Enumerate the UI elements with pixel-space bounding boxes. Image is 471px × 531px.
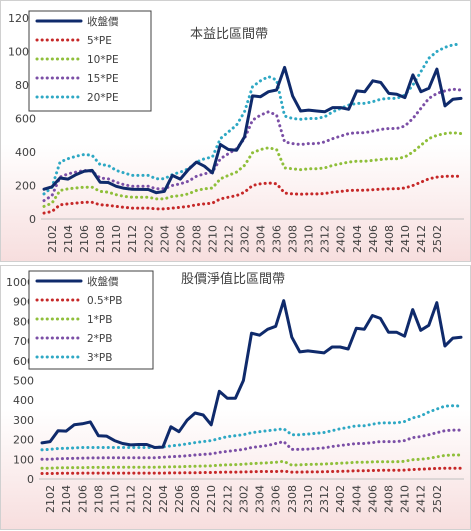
- pb-legend-label: 收盤價: [87, 275, 119, 288]
- pe-x-tick-label: 2102: [46, 225, 59, 253]
- pe-x-tick-label: 2106: [78, 225, 91, 253]
- pe-series-line-band-4: [42, 42, 463, 196]
- pe-x-tick-label: 2410: [399, 225, 412, 253]
- pe-x-tick-label: 2206: [174, 225, 187, 253]
- pb-legend-label: 1*PB: [87, 314, 112, 326]
- pe-legend-label: 20*PE: [87, 92, 119, 104]
- pe-x-tick-label: 2408: [383, 225, 396, 253]
- pb-y-tick-label: 300: [13, 414, 34, 427]
- pe-x-tick-label: 2208: [190, 225, 203, 253]
- pb-series-line-band-4: [40, 404, 463, 452]
- pe-x-tick-label: 2312: [319, 225, 332, 253]
- pe-legend-label: 15*PE: [87, 73, 119, 85]
- pe-y-tick-label: 0: [29, 213, 36, 226]
- pb-series-line-close-price: [40, 299, 463, 449]
- pe-y-tick-label: 600: [15, 113, 36, 126]
- pe-chart-title: 本益比區間帶: [190, 27, 268, 42]
- pe-x-tick-label: 2404: [351, 225, 364, 253]
- pb-y-tick-label: 100: [13, 453, 34, 466]
- pb-x-tick-label: 2306: [270, 485, 283, 513]
- pb-x-tick-label: 2408: [382, 485, 395, 513]
- pb-legend-label: 2*PB: [87, 333, 112, 345]
- pb-x-tick-label: 2402: [334, 485, 347, 513]
- pb-chart-title: 股價淨值比區間帶: [181, 271, 285, 287]
- pb-x-tick-label: 2204: [157, 485, 170, 513]
- pb-x-tick-label: 2106: [76, 485, 89, 513]
- pb-x-tick-label: 2104: [60, 485, 73, 513]
- pb-x-tick-label: 2404: [350, 485, 363, 513]
- pe-x-tick-label: 2302: [238, 225, 251, 253]
- pb-legend-label: 0.5*PB: [87, 295, 122, 307]
- pe-x-tick-label: 2402: [335, 225, 348, 253]
- pb-x-tick-label: 2410: [399, 485, 412, 513]
- pb-y-tick-label: 200: [13, 434, 34, 447]
- pb-x-tick-label: 2212: [221, 485, 234, 513]
- pe-x-tick-label: 2412: [415, 225, 428, 253]
- pe-x-tick-label: 2308: [287, 225, 300, 253]
- pb-x-tick-label: 2102: [44, 485, 57, 513]
- pe-x-tick-label: 2310: [303, 225, 316, 253]
- pe-x-tick-label: 2406: [367, 225, 380, 253]
- pe-series-line-band-1: [42, 174, 463, 215]
- pe-series-line-band-2: [42, 131, 463, 208]
- pe-x-tick-label: 2204: [158, 225, 171, 253]
- pe-legend-label: 5*PE: [87, 35, 112, 47]
- pe-legend-box: [28, 10, 152, 112]
- pe-series-line-close-price: [42, 65, 463, 195]
- pb-y-tick-label: 1000: [6, 276, 34, 289]
- pb-x-tick-label: 2502: [431, 485, 444, 513]
- pe-x-tick-label: 2104: [62, 225, 75, 253]
- pb-x-tick-label: 2206: [173, 485, 186, 513]
- pe-x-tick-label: 2108: [94, 225, 107, 253]
- pe-y-tick-label: 400: [15, 146, 36, 159]
- pb-series-line-band-2: [40, 453, 463, 470]
- pe-y-tick-label: 200: [15, 180, 36, 193]
- pe-x-tick-label: 2212: [222, 225, 235, 253]
- pb-series-line-band-1: [40, 466, 463, 475]
- pb-x-tick-label: 2304: [254, 485, 267, 513]
- pb-x-tick-label: 2302: [237, 485, 250, 513]
- pb-x-tick-label: 2208: [189, 485, 202, 513]
- pe-x-tick-label: 2304: [255, 225, 268, 253]
- pb-x-tick-label: 2312: [318, 485, 331, 513]
- pb-x-tick-label: 2112: [125, 485, 138, 513]
- pe-x-tick-label: 2202: [142, 225, 155, 253]
- pb-x-tick-label: 2412: [415, 485, 428, 513]
- pb-series-line-band-3: [40, 428, 463, 461]
- pb-y-tick-label: 500: [13, 375, 34, 388]
- pe-x-tick-label: 2306: [271, 225, 284, 253]
- pe-x-tick-label: 2210: [206, 225, 219, 253]
- pb-x-tick-label: 2210: [205, 485, 218, 513]
- pb-x-tick-label: 2108: [92, 485, 105, 513]
- pb-x-tick-label: 2202: [141, 485, 154, 513]
- pb-x-tick-label: 2406: [366, 485, 379, 513]
- pe-legend-label: 10*PE: [87, 54, 119, 66]
- pe-series-line-band-3: [42, 87, 463, 203]
- pe-band-chart-panel: 0 200 400 600 800 1000 1200 2102 2104 2106 2108 211…: [0, 0, 471, 262]
- pe-x-tick-label: 2110: [110, 225, 123, 253]
- pb-legend-box: [28, 270, 154, 370]
- pb-legend-label: 3*PB: [87, 352, 112, 364]
- pb-x-tick-label: 2310: [302, 485, 315, 513]
- pe-x-tick-label: 2502: [431, 225, 444, 253]
- pb-x-tick-label: 2308: [286, 485, 299, 513]
- pb-band-chart-panel: 0 100 200 300 400 500 600 700 800 900 1000 2102 2104…: [0, 265, 471, 530]
- pe-legend-label: 收盤價: [87, 15, 119, 28]
- pb-y-tick-label: 0: [27, 473, 34, 486]
- pe-x-tick-label: 2112: [126, 225, 139, 253]
- pb-y-tick-label: 400: [13, 394, 34, 407]
- pb-x-tick-label: 2110: [109, 485, 122, 513]
